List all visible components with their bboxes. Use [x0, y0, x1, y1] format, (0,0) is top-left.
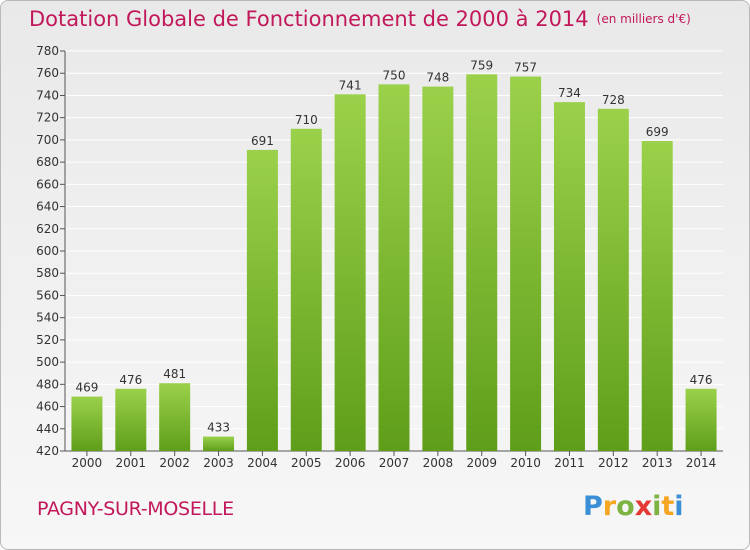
y-tick-label: 460 — [36, 400, 59, 414]
y-tick-label: 580 — [36, 266, 59, 280]
data-label: 699 — [646, 125, 669, 139]
y-tick-label: 420 — [36, 444, 59, 458]
logo-letter: P — [583, 491, 603, 522]
x-tick-label: 2011 — [554, 456, 585, 470]
x-tick-label: 2002 — [159, 456, 190, 470]
y-tick-label: 600 — [36, 244, 59, 258]
bar — [466, 74, 498, 451]
bar — [290, 128, 322, 451]
logo-letter: t — [661, 491, 675, 522]
unit-label: (en milliers d'€) — [596, 12, 691, 26]
y-tick-label: 680 — [36, 155, 59, 169]
data-label: 433 — [207, 421, 230, 435]
y-tick-label: 560 — [36, 288, 59, 302]
y-tick-label: 480 — [36, 377, 59, 391]
logo-letter: o — [616, 491, 635, 522]
data-label: 734 — [558, 86, 581, 100]
y-tick-label: 540 — [36, 311, 59, 325]
y-tick-label: 700 — [36, 133, 59, 147]
x-tick-label: 2006 — [335, 456, 366, 470]
y-tick-label: 720 — [36, 111, 59, 125]
logo-letter: x — [634, 491, 653, 522]
data-label: 476 — [690, 373, 713, 387]
x-tick-label: 2000 — [72, 456, 103, 470]
bar — [553, 102, 585, 451]
bar — [246, 149, 278, 451]
y-tick-label: 500 — [36, 355, 59, 369]
y-tick-label: 440 — [36, 422, 59, 436]
data-label: 691 — [251, 134, 274, 148]
data-label: 481 — [163, 367, 186, 381]
data-label: 759 — [470, 58, 493, 72]
commune-name: PAGNY-SUR-MOSELLE — [37, 498, 234, 520]
x-tick-label: 2010 — [510, 456, 541, 470]
data-label: 476 — [119, 373, 142, 387]
logo-letter: r — [602, 491, 617, 522]
bar — [597, 108, 629, 452]
chart-title-text: Dotation Globale de Fonctionnement de 20… — [29, 7, 589, 31]
logo-letter: i — [674, 491, 684, 522]
bar — [159, 383, 191, 451]
x-tick-label: 2014 — [686, 456, 717, 470]
x-tick-label: 2004 — [247, 456, 278, 470]
data-label: 741 — [339, 78, 362, 92]
logo-letter: i — [652, 491, 662, 522]
x-tick-label: 2009 — [466, 456, 497, 470]
x-tick-label: 2008 — [423, 456, 454, 470]
bar — [203, 436, 235, 451]
x-tick-label: 2007 — [379, 456, 410, 470]
y-tick-label: 740 — [36, 88, 59, 102]
data-label: 728 — [602, 93, 625, 107]
y-tick-label: 760 — [36, 66, 59, 80]
data-label: 748 — [426, 71, 449, 85]
chart-title: Dotation Globale de Fonctionnement de 20… — [29, 7, 691, 31]
x-tick-label: 2005 — [291, 456, 322, 470]
data-label: 710 — [295, 113, 318, 127]
x-tick-label: 2003 — [203, 456, 234, 470]
y-tick-label: 640 — [36, 200, 59, 214]
y-tick-label: 520 — [36, 333, 59, 347]
bar — [422, 86, 454, 452]
bar — [641, 141, 673, 451]
x-tick-label: 2013 — [642, 456, 673, 470]
bar — [378, 84, 410, 451]
bar — [685, 388, 717, 451]
data-label: 757 — [514, 61, 537, 75]
y-tick-label: 660 — [36, 177, 59, 191]
y-tick-label: 620 — [36, 222, 59, 236]
proxiti-logo: Proxiti — [583, 491, 684, 522]
y-tick-label: 780 — [36, 44, 59, 58]
data-label: 469 — [75, 381, 98, 395]
bar — [334, 94, 366, 451]
data-label: 750 — [383, 68, 406, 82]
x-tick-label: 2012 — [598, 456, 629, 470]
x-tick-label: 2001 — [116, 456, 147, 470]
bar — [115, 388, 147, 451]
bar — [71, 396, 103, 451]
bar — [510, 76, 542, 452]
